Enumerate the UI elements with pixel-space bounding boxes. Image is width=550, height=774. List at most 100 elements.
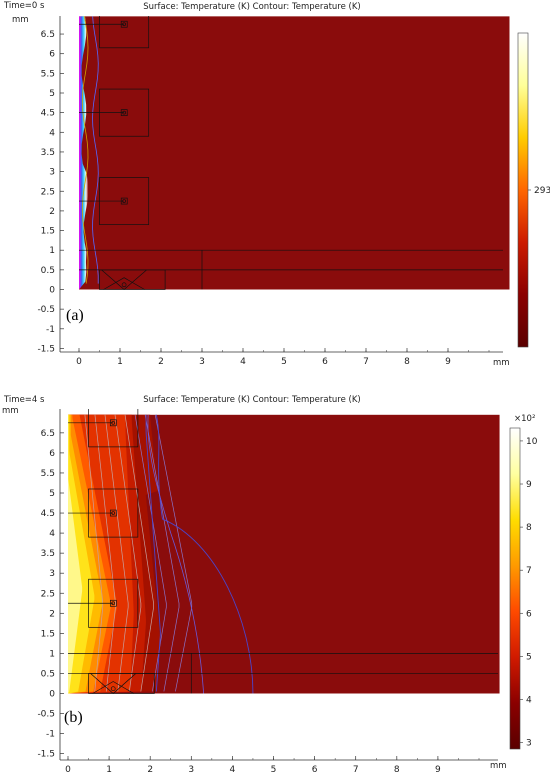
panel-label-a: (a) — [66, 307, 84, 324]
sensor-dot — [121, 282, 127, 288]
y-tick-label: 5 — [49, 89, 55, 99]
panel-label-b: (b) — [64, 709, 83, 726]
y-tick-label: -1.5 — [37, 750, 55, 760]
axes-a: 0 1 2 3 4 5 6 7 8 9 6.5 6 5.5 5 4.5 4 3.5 3 2.5 2 1.5 1 0.5 0 -0… — [37, 16, 503, 367]
temperature-contour — [154, 414, 193, 692]
x-tick-label: 0 — [65, 765, 71, 774]
temperature-contour — [92, 16, 99, 284]
y-tick-label: 4.5 — [41, 509, 55, 519]
colorbar-tick-label: 9 — [526, 480, 532, 490]
panel-a: Time=0 s Surface: Temperature (K) Contou… — [3, 1, 550, 368]
y-tick-label: 4.5 — [41, 109, 55, 119]
y-tick-label: 3.5 — [41, 549, 55, 559]
colorbar-tick-label: 6 — [526, 609, 532, 619]
y-tick-label: -0.5 — [37, 305, 55, 315]
x-tick-label: 7 — [363, 357, 369, 367]
y-tick-label: -0.5 — [37, 710, 55, 720]
x-tick-label: 4 — [230, 765, 236, 774]
heat-band — [68, 414, 83, 694]
temperature-contour — [104, 414, 129, 692]
heater-node — [109, 509, 117, 517]
time-label-b: Time=4 s — [3, 395, 45, 405]
y-tick-label: 6 — [49, 449, 55, 459]
y-tick-label: -1.5 — [37, 344, 55, 354]
y-tick-label: 1 — [49, 649, 55, 659]
x-tick-label: 4 — [240, 357, 246, 367]
y-tick-label: 2.5 — [41, 187, 55, 197]
y-tick-label: 5 — [49, 489, 55, 499]
heater-node — [109, 599, 117, 607]
sensor-dot — [110, 686, 116, 692]
heat-field-b — [68, 414, 161, 694]
contours-a — [81, 16, 99, 284]
x-tick-label: 6 — [322, 357, 328, 367]
panel-b: Time=4 s Surface: Temperature (K) Contou… — [2, 395, 538, 774]
x-tick-label: 9 — [435, 765, 441, 774]
colorbar-tick-label: 10 — [526, 437, 538, 447]
y-tick-label: 6.5 — [41, 429, 55, 439]
colorbar-ticks-a: 293 — [528, 186, 550, 196]
temperature-contour — [114, 414, 142, 692]
x-tick-label: 3 — [199, 357, 205, 367]
colorbar-tick-label: 5 — [526, 652, 532, 662]
colorbar-tick-label: 293 — [534, 186, 550, 196]
x-unit-b: mm — [490, 761, 507, 771]
geometry-outline-b — [68, 409, 498, 694]
y-tick-label: 0.5 — [41, 266, 55, 276]
hot-edge-a — [79, 16, 89, 290]
x-tick-label: 2 — [147, 765, 153, 774]
heater-node-dot — [122, 199, 126, 203]
colorbar-tick-label: 3 — [526, 739, 532, 749]
heater-node-dot — [111, 601, 116, 606]
heater-node-dot — [111, 511, 116, 515]
x-tick-label: 2 — [158, 357, 164, 367]
temperature-surface-a — [79, 16, 510, 290]
y-tick-label: 4 — [49, 529, 55, 539]
temperature-contour — [124, 414, 154, 692]
y-tick-label: 0 — [49, 286, 55, 296]
x-tick-label: 3 — [188, 765, 194, 774]
heater-node — [109, 419, 117, 427]
y-tick-label: -1 — [46, 325, 55, 335]
temperature-contour — [84, 414, 104, 692]
x-tick-label: 8 — [404, 357, 410, 367]
heater-node-dot — [122, 22, 126, 27]
chart-title-b: Surface: Temperature (K) Contour: Temper… — [143, 395, 361, 405]
temperature-contour-outer — [145, 414, 161, 692]
y-tick-label: 2.5 — [41, 589, 55, 599]
temperature-contour — [81, 16, 89, 284]
y-tick-label: 6 — [49, 50, 55, 60]
x-tick-label: 8 — [394, 765, 400, 774]
heater-node-dot — [122, 110, 126, 115]
x-tick-label: 5 — [271, 765, 277, 774]
y-tick-label: 1 — [49, 246, 55, 256]
y-tick-label: 2 — [49, 207, 55, 217]
sensor-box — [88, 673, 155, 694]
sensor-cross — [101, 269, 147, 290]
x-tick-label: 1 — [117, 357, 123, 367]
y-tick-label: 3.5 — [41, 148, 55, 158]
y-unit-a: mm — [12, 15, 29, 25]
colorbar-ticks-b: 10 9 8 7 6 5 4 3 — [520, 437, 538, 749]
y-tick-label: 5.5 — [41, 69, 55, 79]
temperature-contour-mid — [147, 414, 205, 694]
temperature-contour-outermost — [155, 414, 254, 694]
x-tick-label: 6 — [312, 765, 318, 774]
y-tick-label: 2 — [49, 609, 55, 619]
geometry-outline-a — [79, 16, 503, 290]
y-tick-label: 3 — [49, 569, 55, 579]
sensor-cross — [90, 673, 137, 694]
hot-edge-band — [79, 16, 89, 290]
contours-b — [84, 414, 254, 694]
axes-b: 0 1 2 3 4 5 6 7 8 9 6.5 6 5.5 5 4.5 4 3.5 3 2.5 2 1.5 1 0.5 0 -0… — [37, 409, 498, 774]
y-unit-b: mm — [2, 406, 19, 416]
y-tick-label: 6.5 — [41, 30, 55, 40]
x-tick-label: 5 — [281, 357, 287, 367]
colorbar-tick-label: 4 — [526, 695, 532, 705]
colorbar-tick-label: 8 — [526, 523, 532, 533]
heater-node — [120, 109, 128, 117]
x-tick-label: 7 — [353, 765, 359, 774]
x-tick-label: 9 — [445, 357, 451, 367]
y-tick-label: 0 — [49, 690, 55, 700]
